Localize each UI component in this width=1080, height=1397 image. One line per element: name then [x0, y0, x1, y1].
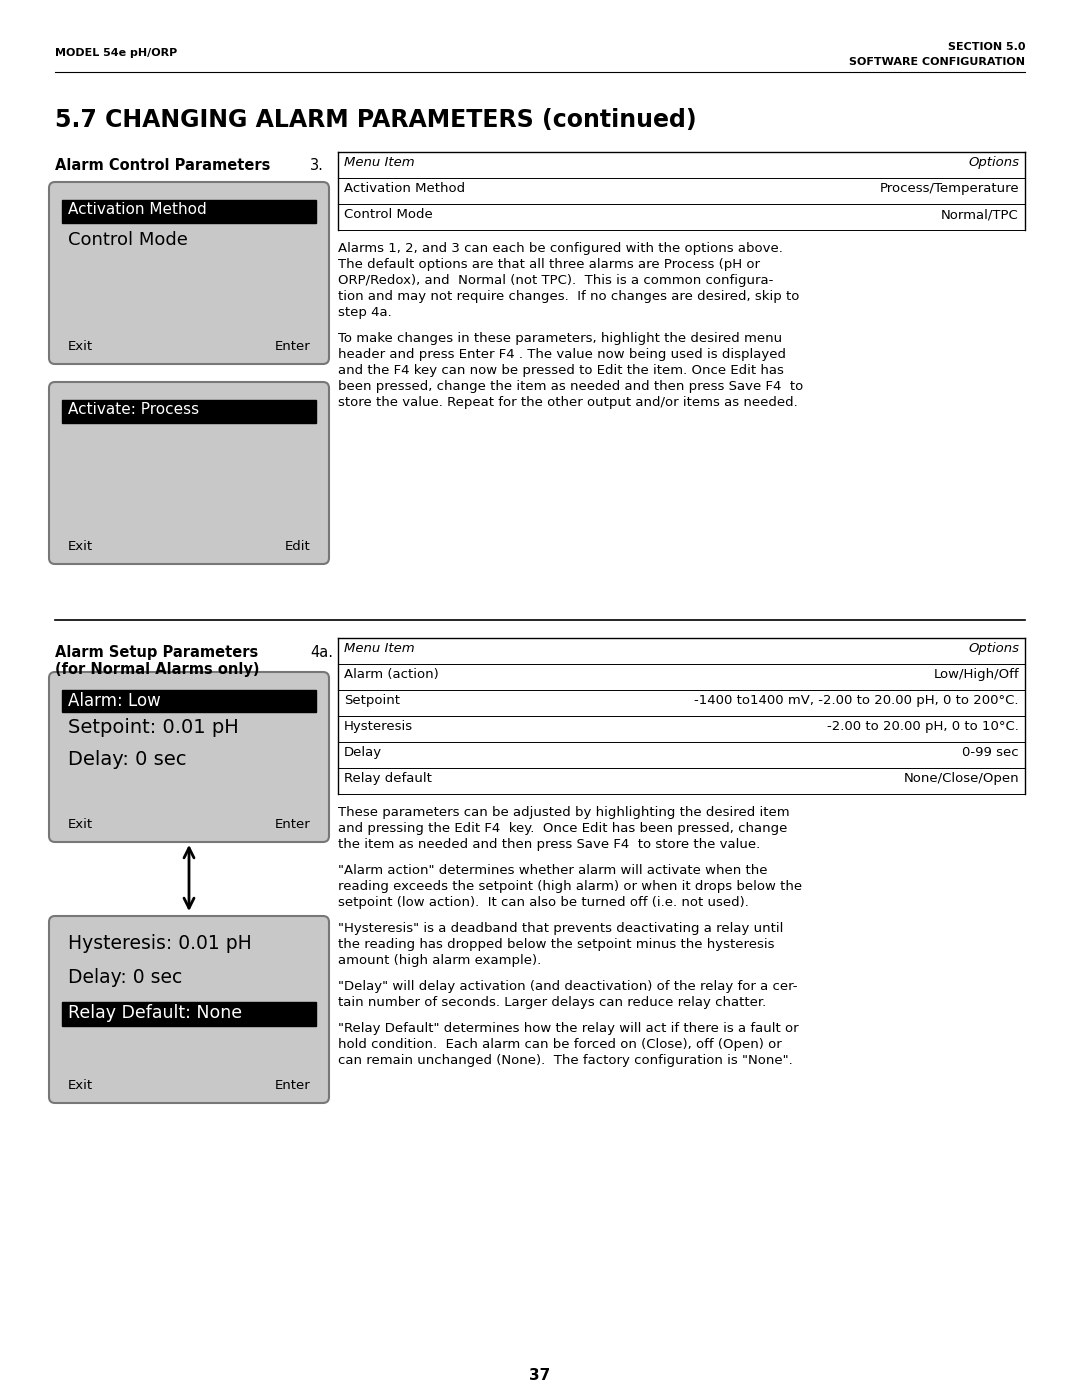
Text: Enter: Enter [274, 1078, 310, 1092]
Text: Exit: Exit [68, 541, 93, 553]
FancyBboxPatch shape [49, 672, 329, 842]
Text: Delay: 0 sec: Delay: 0 sec [68, 968, 183, 988]
Text: hold condition.  Each alarm can be forced on (Close), off (Open) or: hold condition. Each alarm can be forced… [338, 1038, 782, 1051]
Text: the reading has dropped below the setpoint minus the hysteresis: the reading has dropped below the setpoi… [338, 937, 774, 951]
Text: Delay: Delay [345, 746, 382, 759]
Text: header and press Enter F4 . The value now being used is displayed: header and press Enter F4 . The value no… [338, 348, 786, 360]
Text: 3.: 3. [310, 158, 324, 173]
Text: and the F4 key can now be pressed to Edit the item. Once Edit has: and the F4 key can now be pressed to Edi… [338, 365, 784, 377]
Text: store the value. Repeat for the other output and/or items as needed.: store the value. Repeat for the other ou… [338, 395, 798, 409]
Text: setpoint (low action).  It can also be turned off (i.e. not used).: setpoint (low action). It can also be tu… [338, 895, 748, 909]
FancyBboxPatch shape [49, 916, 329, 1104]
Text: Delay: 0 sec: Delay: 0 sec [68, 750, 187, 768]
Text: Alarm (action): Alarm (action) [345, 668, 438, 680]
Text: step 4a.: step 4a. [338, 306, 392, 319]
Text: Low/High/Off: Low/High/Off [933, 668, 1020, 680]
Text: Process/Temperature: Process/Temperature [879, 182, 1020, 196]
Text: can remain unchanged (None).  The factory configuration is "None".: can remain unchanged (None). The factory… [338, 1053, 793, 1067]
Text: Edit: Edit [284, 541, 310, 553]
Text: the item as needed and then press Save F4  to store the value.: the item as needed and then press Save F… [338, 838, 760, 851]
Text: Exit: Exit [68, 819, 93, 831]
Text: MODEL 54e pH/ORP: MODEL 54e pH/ORP [55, 47, 177, 59]
Text: Exit: Exit [68, 1078, 93, 1092]
Text: Alarm: Low: Alarm: Low [68, 692, 161, 710]
Text: 0-99 sec: 0-99 sec [962, 746, 1020, 759]
Bar [62, 690, 316, 712]
FancyBboxPatch shape [49, 182, 329, 365]
Text: and pressing the Edit F4  key.  Once Edit has been pressed, change: and pressing the Edit F4 key. Once Edit … [338, 821, 787, 835]
Text: To make changes in these parameters, highlight the desired menu: To make changes in these parameters, hig… [338, 332, 782, 345]
Text: Relay Default: None: Relay Default: None [68, 1004, 242, 1023]
Text: Alarms 1, 2, and 3 can each be configured with the options above.: Alarms 1, 2, and 3 can each be configure… [338, 242, 783, 256]
Text: Menu Item: Menu Item [345, 156, 415, 169]
Text: amount (high alarm example).: amount (high alarm example). [338, 954, 541, 967]
Text: Options: Options [968, 156, 1020, 169]
FancyBboxPatch shape [49, 381, 329, 564]
Text: 4a.: 4a. [310, 645, 333, 659]
Text: Menu Item: Menu Item [345, 643, 415, 655]
Text: Activate: Process: Activate: Process [68, 402, 199, 416]
Text: Options: Options [968, 643, 1020, 655]
Text: Alarm Setup Parameters: Alarm Setup Parameters [55, 645, 258, 659]
Text: reading exceeds the setpoint (high alarm) or when it drops below the: reading exceeds the setpoint (high alarm… [338, 880, 802, 893]
Text: tion and may not require changes.  If no changes are desired, skip to: tion and may not require changes. If no … [338, 291, 799, 303]
Text: (for Normal Alarms only): (for Normal Alarms only) [55, 662, 259, 678]
Text: These parameters can be adjusted by highlighting the desired item: These parameters can be adjusted by high… [338, 806, 789, 819]
Text: 37: 37 [529, 1368, 551, 1383]
Text: Exit: Exit [68, 339, 93, 353]
Text: "Delay" will delay activation (and deactivation) of the relay for a cer-: "Delay" will delay activation (and deact… [338, 981, 797, 993]
Text: SOFTWARE CONFIGURATION: SOFTWARE CONFIGURATION [849, 57, 1025, 67]
Text: 5.7 CHANGING ALARM PARAMETERS (continued): 5.7 CHANGING ALARM PARAMETERS (continued… [55, 108, 697, 131]
Text: -2.00 to 20.00 pH, 0 to 10°C.: -2.00 to 20.00 pH, 0 to 10°C. [827, 719, 1020, 733]
Bar [62, 400, 316, 423]
Text: tain number of seconds. Larger delays can reduce relay chatter.: tain number of seconds. Larger delays ca… [338, 996, 766, 1009]
Text: Enter: Enter [274, 339, 310, 353]
Text: "Alarm action" determines whether alarm will activate when the: "Alarm action" determines whether alarm … [338, 863, 768, 877]
Text: Hysteresis: 0.01 pH: Hysteresis: 0.01 pH [68, 935, 252, 953]
Text: ORP/Redox), and  Normal (not TPC).  This is a common configura-: ORP/Redox), and Normal (not TPC). This i… [338, 274, 773, 286]
Text: Activation Method: Activation Method [68, 203, 206, 217]
Text: Alarm Control Parameters: Alarm Control Parameters [55, 158, 270, 173]
Text: "Relay Default" determines how the relay will act if there is a fault or: "Relay Default" determines how the relay… [338, 1023, 798, 1035]
Bar [62, 200, 316, 224]
Text: Control Mode: Control Mode [345, 208, 433, 221]
Bar [62, 1002, 316, 1025]
Text: been pressed, change the item as needed and then press Save F4  to: been pressed, change the item as needed … [338, 380, 804, 393]
Text: SECTION 5.0: SECTION 5.0 [947, 42, 1025, 52]
Text: Relay default: Relay default [345, 773, 432, 785]
Text: Setpoint: Setpoint [345, 694, 400, 707]
Text: "Hysteresis" is a deadband that prevents deactivating a relay until: "Hysteresis" is a deadband that prevents… [338, 922, 783, 935]
Text: Enter: Enter [274, 819, 310, 831]
Text: Hysteresis: Hysteresis [345, 719, 414, 733]
Text: Control Mode: Control Mode [68, 231, 188, 249]
Text: Activation Method: Activation Method [345, 182, 465, 196]
Text: None/Close/Open: None/Close/Open [903, 773, 1020, 785]
Text: Setpoint: 0.01 pH: Setpoint: 0.01 pH [68, 718, 239, 738]
Text: Normal/TPC: Normal/TPC [942, 208, 1020, 221]
Text: -1400 to1400 mV, -2.00 to 20.00 pH, 0 to 200°C.: -1400 to1400 mV, -2.00 to 20.00 pH, 0 to… [694, 694, 1020, 707]
Text: The default options are that all three alarms are Process (pH or: The default options are that all three a… [338, 258, 760, 271]
